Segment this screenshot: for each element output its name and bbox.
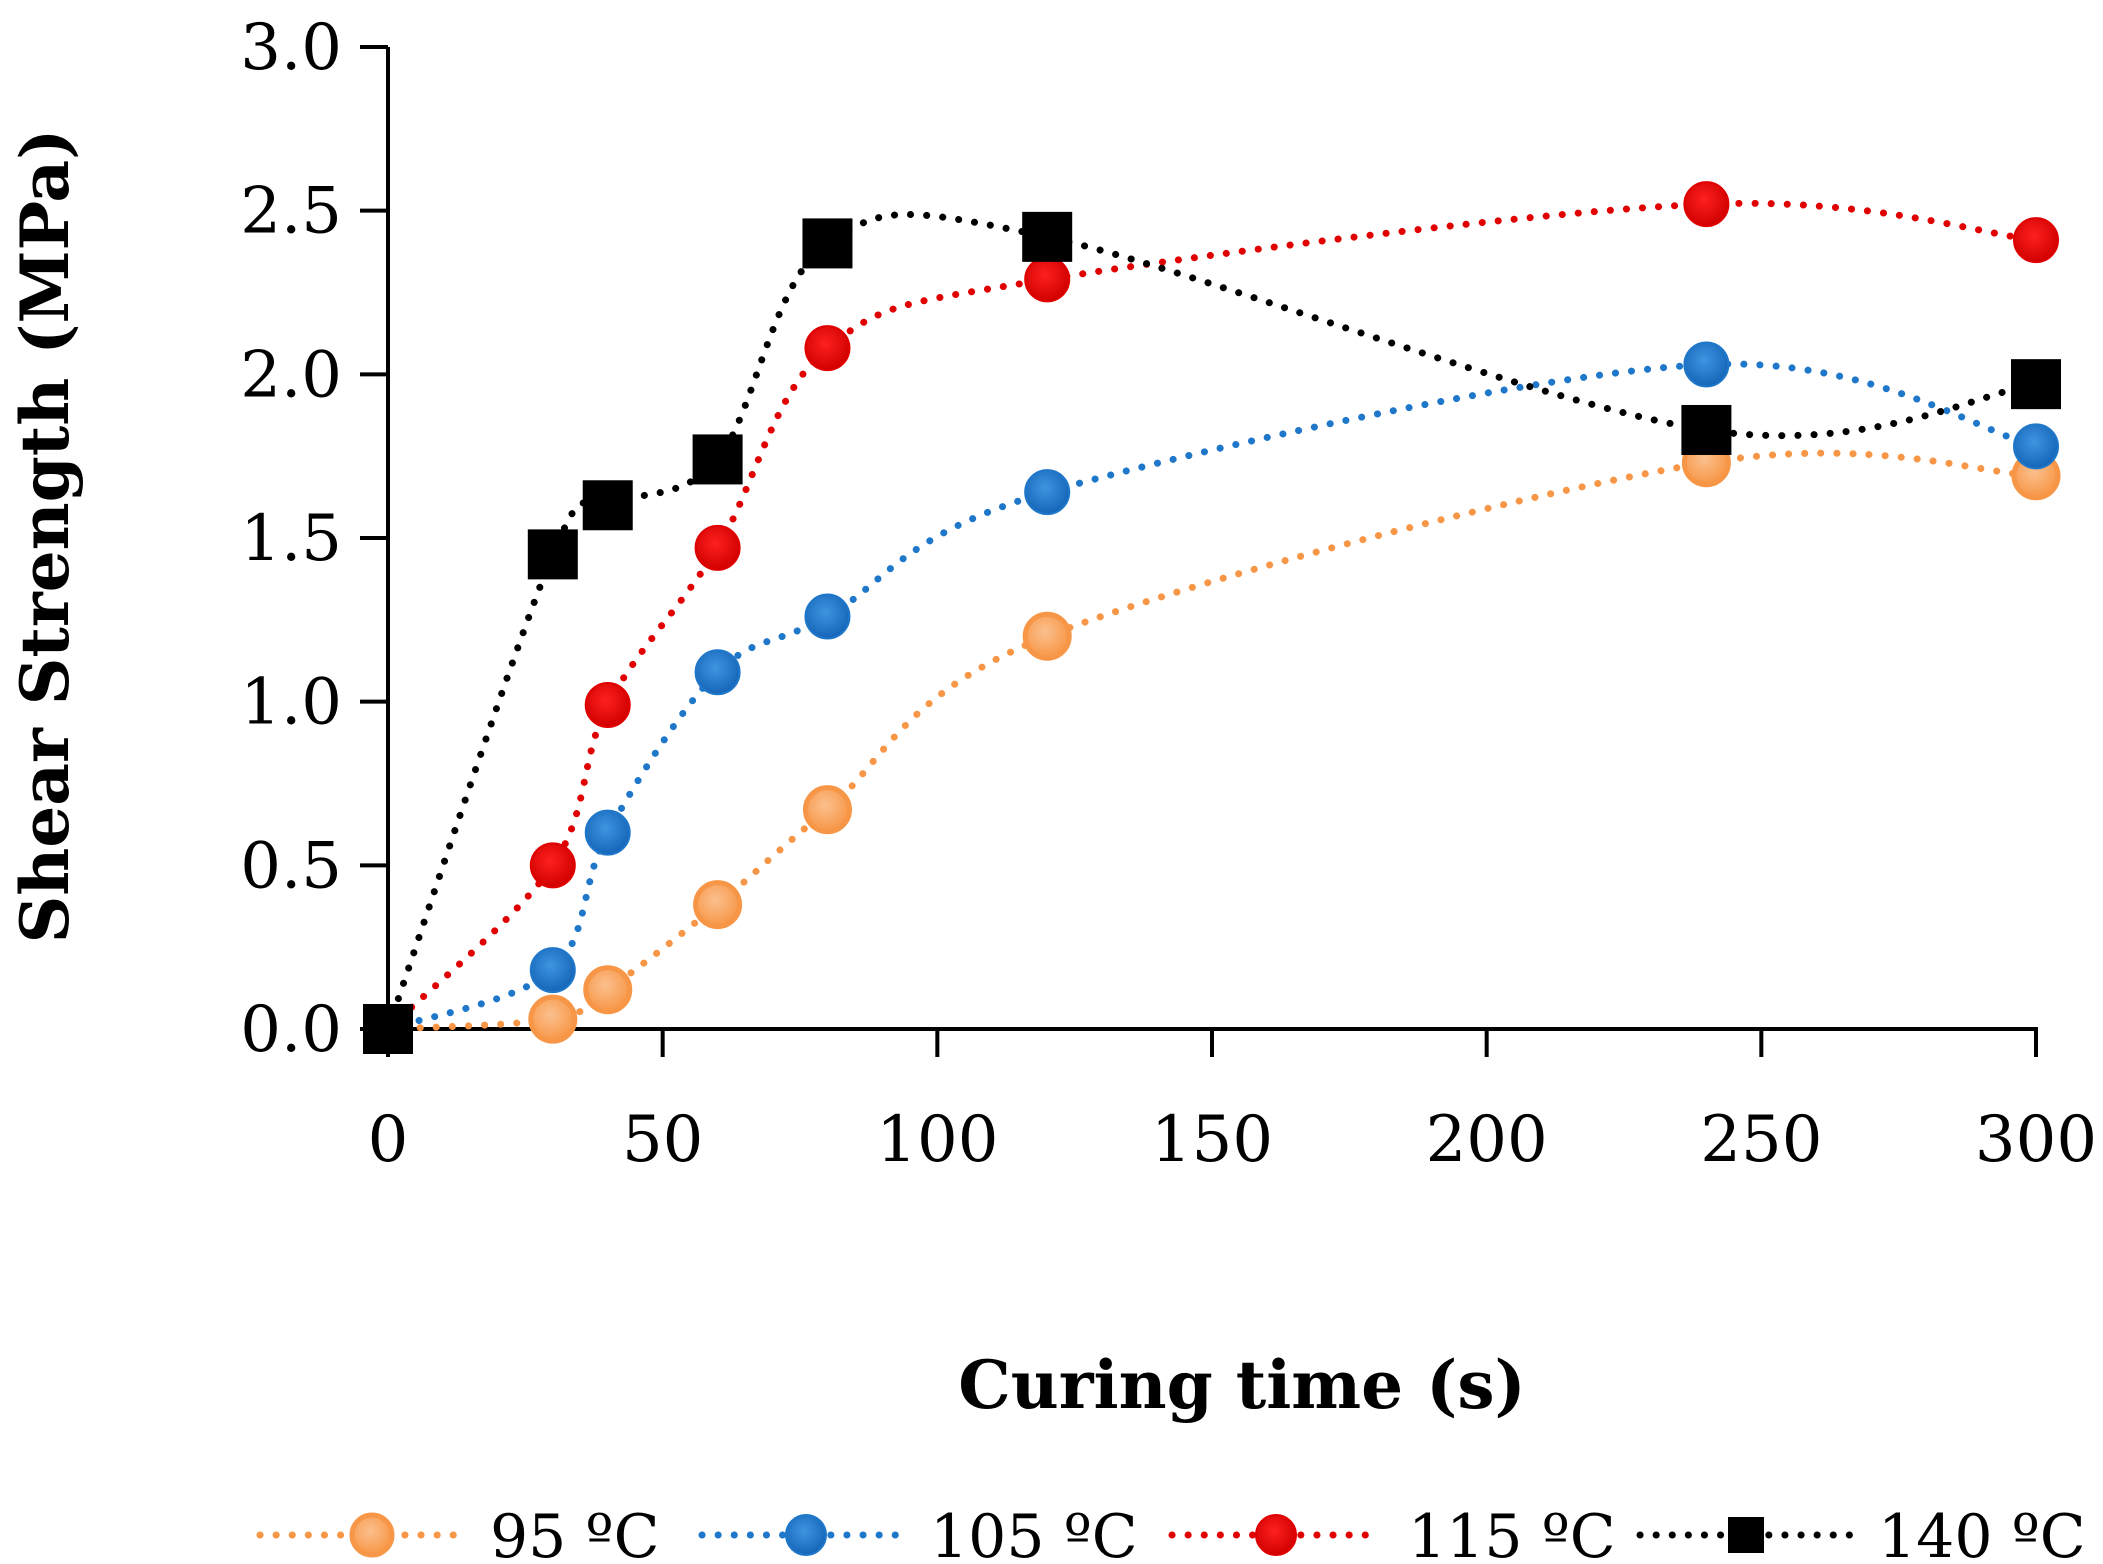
data-point — [694, 649, 741, 696]
data-point — [1024, 256, 1071, 303]
data-point — [363, 1004, 413, 1054]
legend-label: 95 ºC — [490, 1502, 660, 1564]
data-point — [1681, 404, 1732, 455]
data-point — [804, 325, 851, 372]
data-point — [1022, 211, 1073, 262]
data-point — [1683, 181, 1730, 228]
x-tick-label: 100 — [876, 1103, 998, 1177]
legend-marker — [1255, 1514, 1297, 1556]
markers-layer — [363, 181, 2061, 1054]
x-tick-label: 300 — [1975, 1103, 2097, 1177]
series-line-115c — [384, 199, 2040, 1033]
y-tick-label: 3.0 — [240, 11, 342, 85]
data-point — [2013, 423, 2059, 470]
data-point — [584, 681, 631, 728]
legend-marker — [785, 1514, 827, 1556]
data-point — [1022, 611, 1072, 661]
legend-item-115c: 115 ºC — [1168, 1502, 1616, 1564]
data-point — [529, 842, 576, 889]
x-tick-label: 50 — [622, 1103, 703, 1177]
y-axis-title: Shear Strength (MPa) — [6, 129, 84, 944]
legend-label: 105 ºC — [930, 1502, 1138, 1564]
x-tick-label: 0 — [368, 1103, 409, 1177]
legend-marker — [1728, 1517, 1764, 1553]
data-point — [583, 965, 633, 1015]
data-point — [529, 947, 576, 994]
series-markers-140c — [363, 211, 2061, 1054]
data-point — [584, 809, 631, 856]
legend-marker — [349, 1512, 395, 1558]
data-point — [1024, 469, 1071, 516]
legend-item-95c: 95 ºC — [256, 1502, 660, 1564]
data-point — [802, 785, 852, 835]
legend: 95 ºC 105 ºC 115 ºC 140 ºC — [256, 1502, 2086, 1564]
x-tick-label: 250 — [1700, 1103, 1822, 1177]
series-line-95c — [384, 449, 2040, 1033]
data-point — [802, 218, 853, 269]
y-tick-label: 2.0 — [240, 338, 342, 412]
data-point — [527, 529, 578, 580]
series-layer — [384, 199, 2040, 1033]
data-point — [1683, 341, 1730, 388]
x-tick-label: 200 — [1426, 1103, 1548, 1177]
data-point — [528, 994, 578, 1044]
series-markers-95c — [363, 438, 2061, 1054]
data-point — [582, 480, 633, 531]
data-point — [692, 434, 743, 485]
data-point — [804, 593, 851, 640]
y-tick-label: 0.0 — [240, 993, 342, 1067]
y-tick-label: 1.0 — [240, 666, 342, 740]
series-markers-115c — [365, 181, 2059, 1052]
data-point — [693, 880, 743, 930]
data-point — [2011, 359, 2061, 410]
y-tick-label: 2.5 — [240, 175, 342, 249]
x-tick-label: 150 — [1151, 1103, 1273, 1177]
legend-label: 115 ºC — [1408, 1502, 1616, 1564]
data-point — [2013, 217, 2059, 264]
legend-item-140c: 140 ºC — [1636, 1502, 2086, 1564]
x-axis-title: Curing time (s) — [958, 1346, 1525, 1424]
data-point — [694, 524, 741, 571]
y-tick-label: 1.5 — [240, 502, 342, 576]
series-line-140c — [384, 211, 2040, 1033]
legend-item-105c: 105 ºC — [698, 1502, 1138, 1564]
series-line-105c — [384, 360, 2040, 1033]
axes: 0.0 0.5 1.0 1.5 2.0 2.5 3.0 0 50 100 150 200 250 300 — [240, 11, 2097, 1177]
y-tick-label: 0.5 — [240, 829, 342, 903]
legend-label: 140 ºC — [1878, 1502, 2086, 1564]
